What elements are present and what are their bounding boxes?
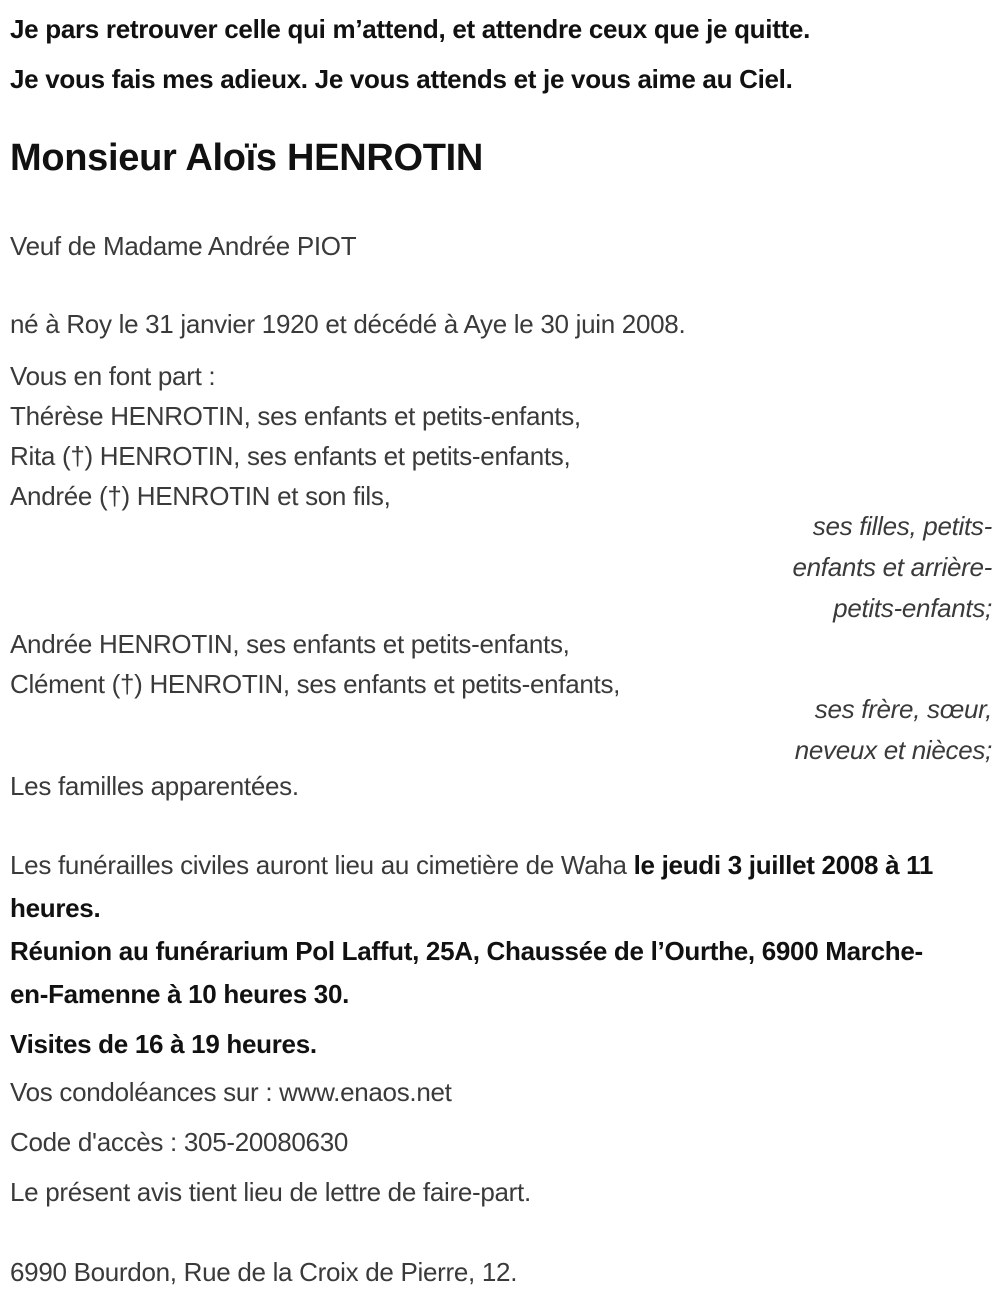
relation-caption-line: neveux et nièces; [794,735,993,765]
relation-caption-line: petits-enfants; [833,593,992,623]
announcement-intro: Vous en font part : [10,361,216,391]
birth-death-line: né à Roy le 31 janvier 1920 et décédé à … [10,309,686,339]
family-member-line: Andrée HENROTIN, ses enfants et petits-e… [10,629,570,659]
epigraph-line-1: Je pars retrouver celle qui m’attend, et… [10,14,810,44]
family-group-2: Andrée HENROTIN, ses enfants et petits-e… [10,624,992,704]
meeting-line: Réunion au funérarium Pol Laffut, 25A, C… [10,936,923,1009]
visits-line: Visites de 16 à 19 heures. [10,1029,317,1059]
funeral-date-bold: le jeudi 3 juillet 2008 à 11 heures. [10,850,934,923]
deceased-name: Monsieur Aloïs HENROTIN [10,137,484,179]
relation-caption-line: enfants et arrière- [792,552,992,582]
family-member-line: Rita (†) HENROTIN, ses enfants et petits… [10,441,571,471]
condolences-line: Vos condoléances sur : www.enaos.net [10,1077,452,1107]
access-code-line: Code d'accès : 305-20080630 [10,1127,349,1157]
relation-caption-line: ses frère, sœur, [814,694,993,724]
families-line: Les familles apparentées. [10,771,299,801]
spouse-line: Veuf de Madame Andrée PIOT [10,231,357,261]
epigraph-line-2: Je vous fais mes adieux. Je vous attends… [10,64,793,94]
family-member-line: Clément (†) HENROTIN, ses enfants et pet… [10,669,621,699]
legal-notice-line: Le présent avis tient lieu de lettre de … [10,1177,531,1207]
relation-caption-2: ses frère, sœur, neveux et nièces; [10,689,993,771]
family-group-1: Thérèse HENROTIN, ses enfants et petits-… [10,396,992,516]
family-member-line: Andrée (†) HENROTIN et son fils, [10,481,391,511]
relation-caption-1: ses filles, petits- enfants et arrière- … [10,506,992,629]
address-line: 6990 Bourdon, Rue de la Croix de Pierre,… [10,1257,518,1287]
relation-caption-line: ses filles, petits- [812,511,993,541]
funeral-announcement-regular: Les funérailles civiles auront lieu au c… [10,850,634,880]
family-member-line: Thérèse HENROTIN, ses enfants et petits-… [10,401,581,431]
epigraph: Je pars retrouver celle qui m’attend, et… [10,4,992,104]
funeral-announcement: Les funérailles civiles auront lieu au c… [10,844,945,930]
